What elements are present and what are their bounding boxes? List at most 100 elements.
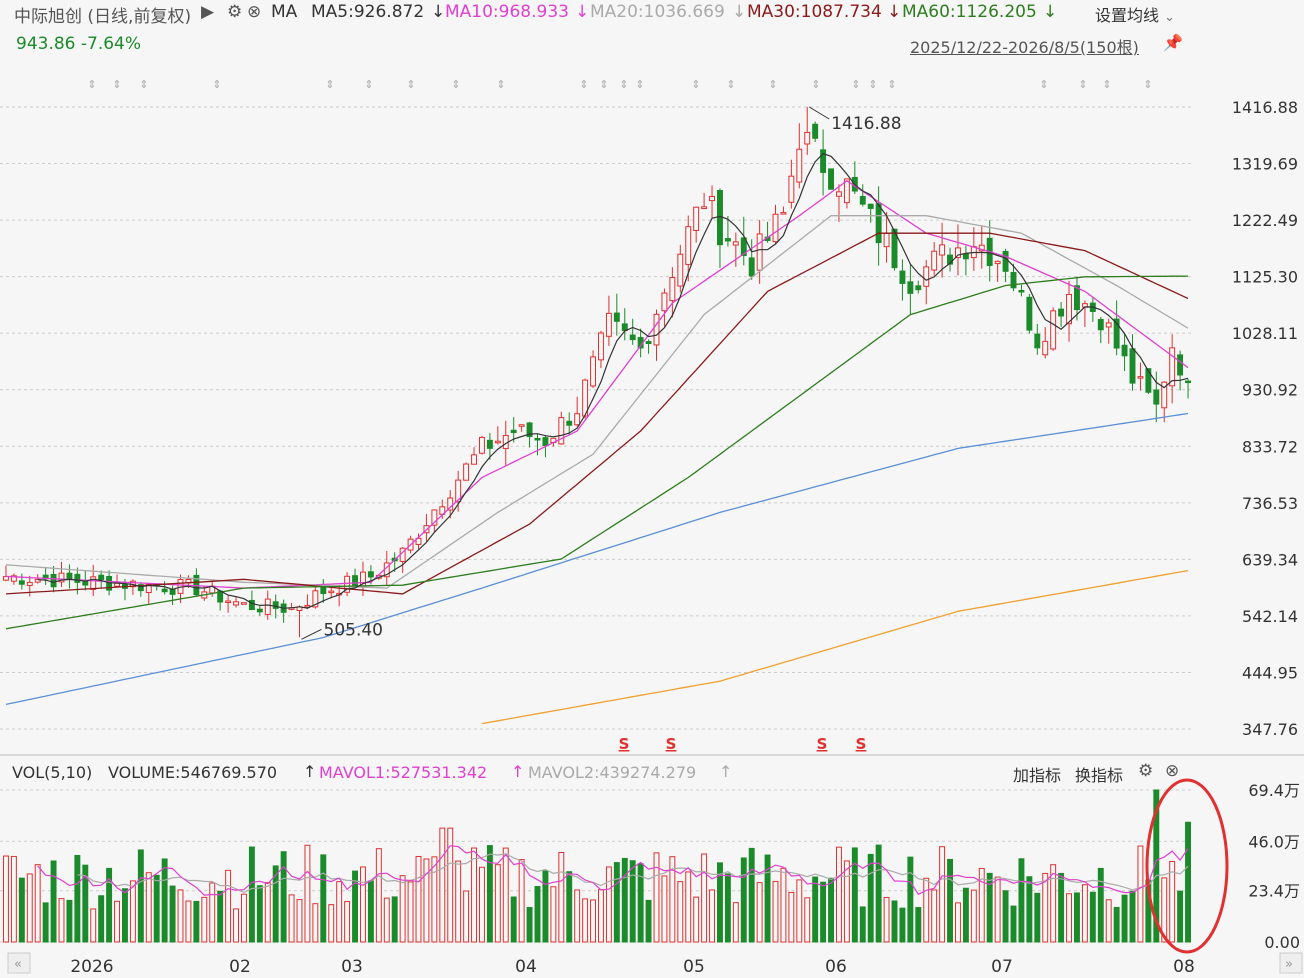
candle[interactable] xyxy=(272,601,279,609)
volume-bar[interactable] xyxy=(582,898,589,943)
candle[interactable] xyxy=(1010,271,1017,289)
volume-bar[interactable] xyxy=(447,827,454,943)
volume-bar[interactable] xyxy=(10,855,17,943)
volume-bar[interactable] xyxy=(661,875,668,943)
candle[interactable] xyxy=(431,509,438,526)
volume-bar[interactable] xyxy=(1177,890,1184,943)
volume-bar[interactable] xyxy=(288,894,295,943)
play-icon[interactable]: ▶ xyxy=(201,2,215,22)
volume-bar[interactable] xyxy=(740,857,747,943)
candle[interactable] xyxy=(455,479,462,503)
close-icon[interactable]: ⊗ xyxy=(247,2,262,22)
candle[interactable] xyxy=(264,598,271,615)
volume-bar[interactable] xyxy=(479,866,485,943)
candle[interactable] xyxy=(653,313,660,346)
candle[interactable] xyxy=(661,292,668,312)
event-marker-icon[interactable]: ⇕ xyxy=(851,78,860,91)
switch-indicator-button[interactable]: 换指标 xyxy=(1075,766,1124,785)
volume-bar[interactable] xyxy=(542,870,549,943)
volume-bar[interactable] xyxy=(709,889,715,943)
volume-bar[interactable] xyxy=(328,904,335,943)
volume-bar[interactable] xyxy=(1042,872,1049,943)
candle[interactable] xyxy=(931,250,938,271)
volume-bar[interactable] xyxy=(867,853,874,943)
volume-bar[interactable] xyxy=(367,880,374,943)
volume-bar[interactable] xyxy=(471,847,477,943)
candle[interactable] xyxy=(574,413,581,426)
volume-bar[interactable] xyxy=(812,876,819,943)
volume-bar[interactable] xyxy=(1058,872,1065,943)
candle[interactable] xyxy=(1074,285,1080,311)
scroll-right-button[interactable] xyxy=(1279,952,1303,974)
event-marker-icon[interactable]: ⇕ xyxy=(496,78,505,91)
candle[interactable] xyxy=(1026,296,1033,331)
event-marker-icon[interactable]: ⇕ xyxy=(887,78,896,91)
volume-bar[interactable] xyxy=(304,844,311,943)
volume-bar[interactable] xyxy=(169,885,176,943)
candle[interactable] xyxy=(566,420,573,426)
volume-bar[interactable] xyxy=(106,867,113,943)
event-marker-icon[interactable]: ⇕ xyxy=(619,78,628,91)
volume-bar[interactable] xyxy=(907,856,914,943)
candle[interactable] xyxy=(907,281,914,294)
volume-bar[interactable] xyxy=(74,854,81,943)
date-range[interactable]: 2025/12/22-2026/8/5(150根) xyxy=(910,38,1139,57)
volume-bar[interactable] xyxy=(272,865,279,943)
candle[interactable] xyxy=(899,270,906,284)
candle[interactable] xyxy=(1058,308,1065,317)
volume-bar[interactable] xyxy=(1121,894,1128,943)
candle[interactable] xyxy=(1097,319,1104,331)
event-marker-icon[interactable]: ⇕ xyxy=(1039,78,1048,91)
volume-bar[interactable] xyxy=(312,903,319,943)
volume-bar[interactable] xyxy=(962,887,969,943)
volume-bar[interactable] xyxy=(645,899,652,943)
candle[interactable] xyxy=(145,583,152,593)
candle[interactable] xyxy=(891,228,898,269)
candle[interactable] xyxy=(836,191,842,197)
candle[interactable] xyxy=(415,537,422,545)
volume-bar[interactable] xyxy=(122,888,128,943)
candle[interactable] xyxy=(788,175,795,203)
candle[interactable] xyxy=(50,573,57,588)
volume-bar[interactable] xyxy=(574,889,581,943)
volume-bar[interactable] xyxy=(693,896,700,943)
candle[interactable] xyxy=(58,572,65,583)
volume-bar[interactable] xyxy=(1137,845,1144,943)
volume-bar[interactable] xyxy=(1097,867,1104,943)
candle[interactable] xyxy=(820,149,827,173)
candle[interactable] xyxy=(701,206,708,209)
volume-bar[interactable] xyxy=(820,881,827,943)
volume-bar[interactable] xyxy=(185,900,192,943)
candle[interactable] xyxy=(34,578,41,583)
volume-bar[interactable] xyxy=(439,827,446,943)
volume-bar[interactable] xyxy=(1074,892,1080,943)
volume-bar[interactable] xyxy=(296,899,303,943)
volume-bar[interactable] xyxy=(1010,905,1017,943)
candle[interactable] xyxy=(867,203,874,209)
candle[interactable] xyxy=(471,454,477,465)
candle[interactable] xyxy=(1177,354,1184,376)
candle[interactable] xyxy=(518,424,525,427)
candle[interactable] xyxy=(169,588,176,595)
volume-bar[interactable] xyxy=(494,864,501,943)
event-marker-icon[interactable]: ⇕ xyxy=(112,78,121,91)
volume-bar[interactable] xyxy=(883,896,890,943)
volume-bar[interactable] xyxy=(1169,861,1176,943)
volume-bar[interactable] xyxy=(1089,891,1096,943)
volume-bar[interactable] xyxy=(598,889,604,943)
candle[interactable] xyxy=(328,590,335,594)
volume-bar[interactable] xyxy=(970,889,977,943)
volume-bar[interactable] xyxy=(1026,876,1033,943)
candle[interactable] xyxy=(669,277,676,302)
volume-bar[interactable] xyxy=(836,846,842,943)
volume-bar[interactable] xyxy=(256,885,263,943)
candle[interactable] xyxy=(685,226,692,265)
candle[interactable] xyxy=(621,323,628,332)
volume-bar[interactable] xyxy=(391,896,398,943)
candle[interactable] xyxy=(947,254,953,265)
volume-bar[interactable] xyxy=(748,847,755,943)
candle[interactable] xyxy=(526,422,533,438)
event-marker-icon[interactable]: ⇕ xyxy=(635,78,644,91)
candle[interactable] xyxy=(256,608,263,613)
